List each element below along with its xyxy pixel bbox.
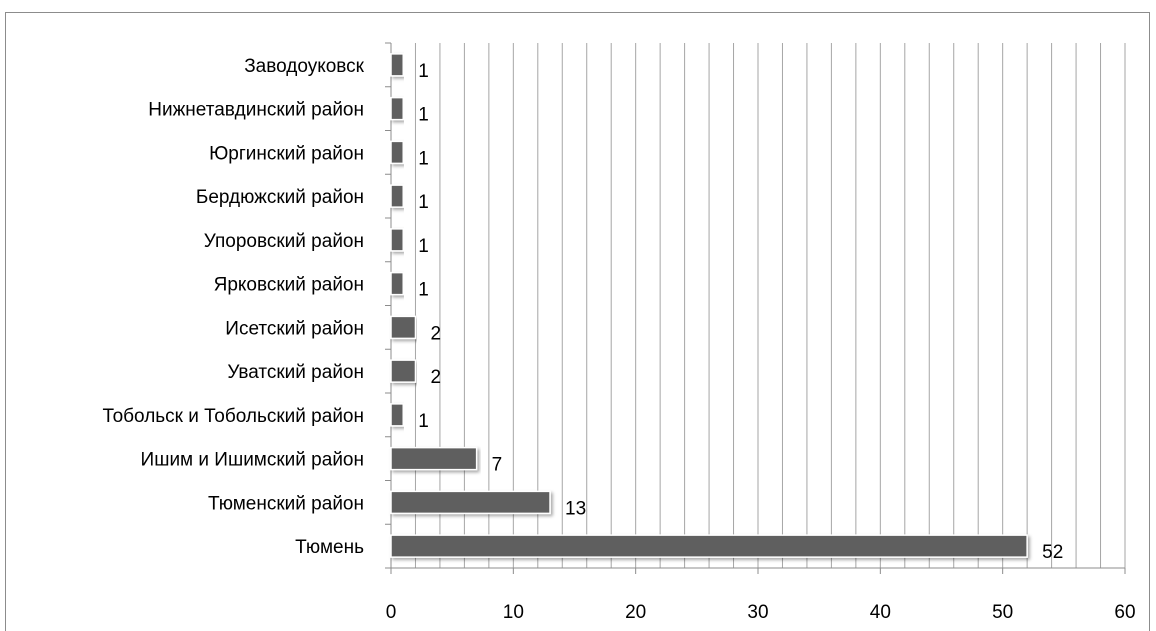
x-tick-label: 40 <box>870 602 891 623</box>
bar <box>390 403 404 427</box>
category-label: Упоровский район <box>204 231 364 252</box>
data-label: 52 <box>1042 542 1063 563</box>
bar <box>390 184 404 208</box>
data-label: 1 <box>418 192 429 213</box>
category-label: Тобольск и Тобольский район <box>102 406 364 427</box>
bar <box>390 53 404 77</box>
bar <box>390 96 404 121</box>
x-tick-label: 50 <box>992 602 1013 623</box>
bar <box>390 359 417 383</box>
bar <box>390 490 551 515</box>
category-label: Нижнетавдинский район <box>148 100 364 121</box>
data-label: 1 <box>418 148 429 169</box>
bar <box>390 534 1028 558</box>
x-tick-label: 20 <box>625 602 646 623</box>
chart-frame <box>5 12 1150 631</box>
gridlines <box>414 43 1126 568</box>
data-label: 2 <box>430 367 441 388</box>
data-label: 1 <box>418 61 429 82</box>
data-label: 1 <box>418 236 429 257</box>
bar <box>390 140 404 165</box>
category-label: Тюмень <box>295 537 364 558</box>
bar <box>390 228 404 252</box>
category-label: Юргинский район <box>209 143 364 164</box>
category-label: Тюменский район <box>208 493 364 514</box>
category-label: Исетский район <box>225 318 364 339</box>
category-label: Бердюжский район <box>196 187 364 208</box>
category-label: Заводоуковск <box>244 56 364 77</box>
axes <box>385 42 1126 574</box>
x-tick-label: 30 <box>747 602 768 623</box>
bar <box>390 446 478 471</box>
category-label: Ярковский район <box>214 275 364 296</box>
bar <box>390 271 404 296</box>
data-label: 1 <box>418 280 429 301</box>
category-label: Уватский район <box>227 362 364 383</box>
labels: 0 10 20 30 40 50 60 Тюмень 52 Тюменский район 13 Иш… <box>102 56 1135 623</box>
bar <box>390 315 417 340</box>
data-label: 1 <box>418 411 429 432</box>
data-label: 13 <box>565 498 586 519</box>
data-label: 1 <box>418 105 429 126</box>
x-tick-label: 10 <box>503 602 524 623</box>
data-label: 7 <box>492 455 503 476</box>
data-label: 2 <box>430 323 441 344</box>
bars <box>390 53 1028 558</box>
x-tick-label: 60 <box>1114 602 1135 623</box>
x-tick-label: 0 <box>386 602 397 623</box>
category-label: Ишим и Ишимский район <box>141 450 364 471</box>
